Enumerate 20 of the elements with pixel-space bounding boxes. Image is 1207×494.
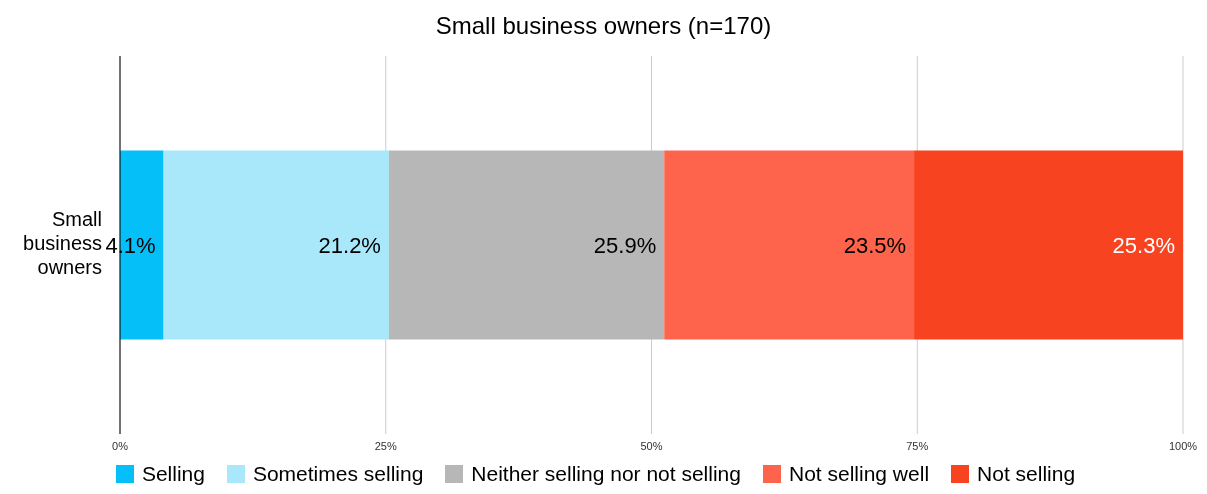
legend-label: Neither selling nor not selling [470,462,741,486]
legend-label: Not selling [976,462,1076,486]
x-tick-label: 75% [906,439,929,452]
data-label: 21.2% [318,232,381,258]
x-tick-label: 100% [1168,439,1198,452]
x-tick-label: 50% [640,439,663,452]
data-label: 25.3% [1112,232,1175,258]
x-tick-label: 25% [374,439,397,452]
y-tick-label: Small business owners [23,208,102,279]
legend-label: Not selling well [788,462,930,486]
legend-label: Selling [140,462,205,486]
bar [163,150,389,340]
x-tick-label: 0% [112,439,129,452]
bar [664,150,915,340]
data-label: 25.9% [593,232,657,258]
bar [388,150,665,340]
data-label: 23.5% [843,232,907,258]
chart-title: Small business owners (n=170) [434,11,773,41]
bar [914,150,1183,340]
legend-label: Sometimes selling [251,462,424,486]
